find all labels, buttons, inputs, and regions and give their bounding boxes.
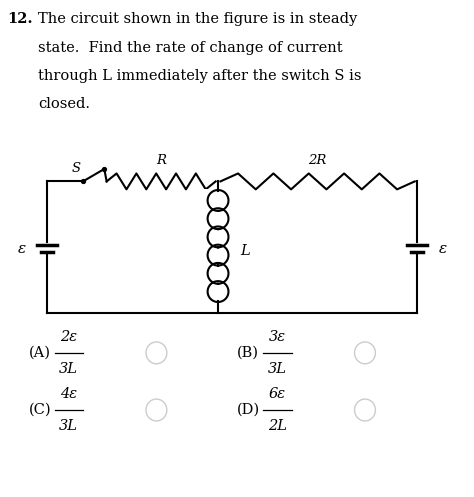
Text: ε: ε bbox=[439, 242, 447, 255]
Text: 4ε: 4ε bbox=[60, 387, 77, 401]
Text: 3L: 3L bbox=[268, 362, 287, 376]
Text: 3ε: 3ε bbox=[269, 330, 286, 344]
Text: (A): (A) bbox=[28, 346, 50, 360]
Text: 2ε: 2ε bbox=[60, 330, 77, 344]
Text: 3L: 3L bbox=[59, 362, 78, 376]
Text: L: L bbox=[240, 244, 250, 258]
Text: S: S bbox=[72, 163, 81, 175]
Text: 6ε: 6ε bbox=[269, 387, 286, 401]
Text: state.  Find the rate of change of current: state. Find the rate of change of curren… bbox=[38, 41, 343, 55]
Text: (C): (C) bbox=[28, 403, 51, 417]
Bar bbox=[204, 189, 232, 303]
Text: 3L: 3L bbox=[59, 419, 78, 433]
Text: 12.: 12. bbox=[7, 12, 33, 26]
Text: (B): (B) bbox=[237, 346, 259, 360]
Text: 2L: 2L bbox=[268, 419, 287, 433]
Text: R: R bbox=[156, 154, 166, 167]
Text: (D): (D) bbox=[237, 403, 260, 417]
Text: through L immediately after the switch S is: through L immediately after the switch S… bbox=[38, 69, 361, 83]
Text: 2R: 2R bbox=[309, 154, 327, 167]
Text: ε: ε bbox=[18, 242, 26, 255]
Text: closed.: closed. bbox=[38, 97, 90, 111]
Text: The circuit shown in the figure is in steady: The circuit shown in the figure is in st… bbox=[38, 12, 357, 26]
